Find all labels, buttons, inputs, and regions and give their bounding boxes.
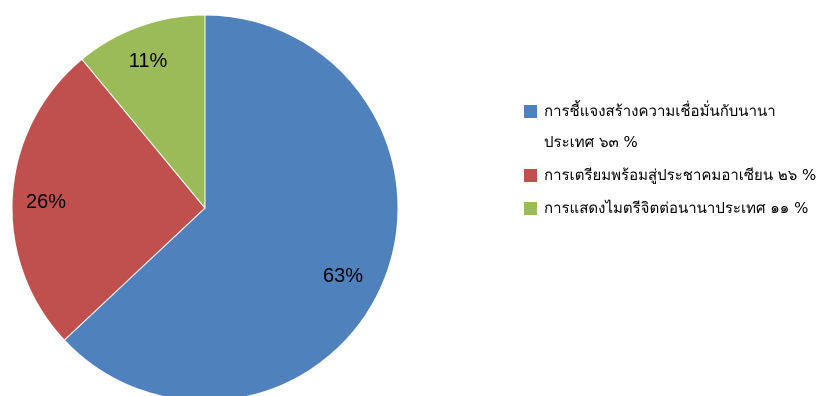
legend-swatch-goodwill	[524, 202, 537, 215]
legend-item-goodwill: การแสดงไมตรีจิตต่อนานาประเทศ ๑๑ %	[524, 193, 820, 224]
legend-label-goodwill: การแสดงไมตรีจิตต่อนานาประเทศ ๑๑ %	[544, 199, 809, 217]
slice-label-goodwill: 11%	[129, 50, 168, 72]
legend-item-asean-preparation: การเตรียมพร้อมสู่ประชาคมอาเซียน ๒๖ %	[524, 160, 820, 191]
legend-label-asean-preparation: การเตรียมพร้อมสู่ประชาคมอาเซียน ๒๖ %	[544, 166, 817, 184]
slice-label-asean-preparation: 26%	[26, 191, 66, 213]
legend-item-clarification: การชี้แจงสร้างความเชื่อมั่นกับนานาประเทศ…	[524, 96, 820, 158]
legend-swatch-asean-preparation	[524, 169, 537, 182]
pie-slice-goodwill	[81, 14, 206, 210]
pie-slice-asean-preparation	[11, 58, 206, 341]
legend-label-clarification: การชี้แจงสร้างความเชื่อมั่นกับนานาประเทศ…	[544, 102, 776, 151]
chart-legend: การชี้แจงสร้างความเชื่อมั่นกับนานาประเทศ…	[524, 96, 820, 226]
legend-swatch-clarification	[524, 105, 537, 118]
pie-chart: 63% 26% 11%	[11, 14, 399, 396]
slice-label-clarification: 63%	[323, 265, 363, 287]
